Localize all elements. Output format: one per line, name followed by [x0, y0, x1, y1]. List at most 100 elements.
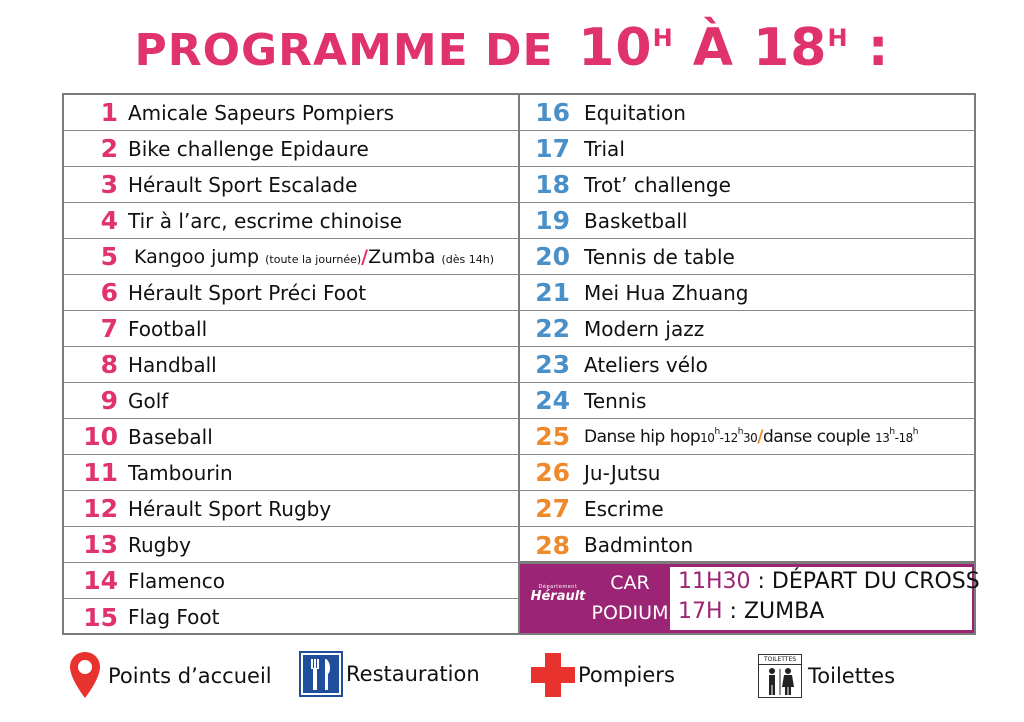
time-sup: h: [714, 426, 720, 437]
time-sup: h: [912, 426, 919, 437]
table-row: 13 Rugby: [64, 527, 518, 563]
item-number: 20: [535, 242, 570, 271]
item-number: 25: [535, 422, 570, 451]
table-row: 14 Flamenco: [64, 563, 518, 599]
item-label: Ju-Jutsu: [584, 460, 661, 485]
time-part: -18: [894, 430, 914, 445]
legend-pompiers-label: Pompiers: [578, 663, 675, 687]
table-row: 18 Trot’ challenge: [520, 167, 974, 203]
title-start-sup: H: [652, 24, 674, 52]
item-number: 14: [83, 566, 118, 595]
table-row: 16 Equitation: [520, 95, 974, 131]
item-number: 9: [100, 386, 118, 415]
table-row: 23 Ateliers vélo: [520, 347, 974, 383]
legend-accueil: Points d’accueil: [68, 650, 272, 702]
table-row: 10 Baseball: [64, 419, 518, 455]
kangoo-note: (toute la journée): [265, 252, 362, 266]
couple-time: 13h-18h: [875, 427, 918, 445]
herault-logo: Département Hérault: [528, 584, 588, 604]
car-podium-panel: Département Hérault CAR PODIUM 11H30 : D…: [518, 562, 980, 635]
table-row: 9 Golf: [64, 383, 518, 419]
item-number: 15: [83, 602, 118, 632]
toilet-sign-icon: TOILETTES: [758, 654, 802, 698]
item-number: 26: [535, 458, 570, 487]
separator-slash: /: [757, 426, 763, 447]
table-row: 2 Bike challenge Epidaure: [64, 131, 518, 167]
table-row: 6 Hérault Sport Préci Foot: [64, 275, 518, 311]
item-label: Golf: [128, 388, 169, 413]
item-number: 27: [535, 494, 570, 523]
table-row: 17 Trial: [520, 131, 974, 167]
table-row: 24 Tennis: [520, 383, 974, 419]
item-label: Flag Foot: [128, 605, 220, 629]
item-label: Flamenco: [128, 568, 226, 593]
time-part: 30: [743, 430, 758, 445]
table-row: 8 Handball: [64, 347, 518, 383]
podium-label: PODIUM: [591, 602, 669, 624]
legend-toilettes-label: Toilettes: [808, 664, 896, 688]
item-number: 2: [100, 134, 118, 163]
legend-restauration-label: Restauration: [346, 662, 480, 686]
item-number: 4: [100, 206, 118, 235]
page-title: PROGRAMME DE 10H À 18H :: [0, 18, 1024, 78]
item-number: 7: [100, 314, 118, 343]
item-number: 18: [535, 170, 570, 199]
kangoo-label: Kangoo jump: [134, 245, 260, 268]
event-text: : ZUMBA: [722, 599, 825, 624]
title-end: 18: [753, 18, 828, 78]
item-label: Hérault Sport Escalade: [128, 172, 358, 197]
legend-pompiers: Pompiers: [530, 652, 675, 698]
hiphop-label: Danse hip hop: [584, 426, 701, 447]
table-row: 22 Modern jazz: [520, 311, 974, 347]
title-colon: :: [867, 18, 890, 78]
item-number: 21: [535, 278, 570, 307]
item-label: Rugby: [128, 532, 191, 557]
item-number: 11: [83, 458, 118, 487]
item-label: Handball: [128, 352, 217, 377]
red-cross-icon: [531, 653, 575, 697]
item-number: 28: [535, 530, 570, 560]
right-activity-table: 16 Equitation 17 Trial 18 Trot’ challenge 1…: [518, 93, 976, 563]
table-row: 7 Football: [64, 311, 518, 347]
item-label: Mei Hua Zhuang: [584, 280, 749, 305]
item-number: 22: [535, 314, 570, 343]
item-number: 3: [100, 170, 118, 199]
item-label: Amicale Sapeurs Pompiers: [128, 100, 395, 125]
item-number: 17: [535, 134, 570, 163]
table-row: 1 Amicale Sapeurs Pompiers: [64, 95, 518, 131]
man-woman-icon: [769, 668, 794, 695]
item-label: Tennis de table: [584, 244, 735, 269]
time-sup: h: [737, 426, 744, 437]
item-label: Trot’ challenge: [584, 172, 731, 197]
event-text: : DÉPART DU CROSS: [750, 569, 980, 594]
item-number: 13: [83, 530, 118, 559]
title-start: 10: [578, 18, 653, 78]
table-row: 20 Tennis de table: [520, 239, 974, 275]
title-hours: 10H À 18H :: [578, 18, 889, 78]
title-prefix: PROGRAMME DE: [134, 25, 554, 76]
table-row: 4 Tir à l’arc, escrime chinoise: [64, 203, 518, 239]
time-part: 10: [700, 430, 715, 445]
item-label: Baseball: [128, 424, 213, 449]
item-number: 12: [83, 494, 118, 523]
left-activity-table: 1 Amicale Sapeurs Pompiers 2 Bike challeng…: [62, 93, 520, 635]
item-number: 6: [100, 278, 118, 307]
car-podium-label: CAR PODIUM: [590, 568, 670, 628]
podium-event: 11H30 : DÉPART DU CROSS: [678, 567, 980, 597]
legend: Points d’accueil Restauration Pompiers T…: [0, 650, 1024, 720]
zumba-label: Zumba: [368, 245, 436, 268]
logo-department: Département: [538, 584, 578, 590]
item-label: Escrime: [584, 496, 664, 521]
podium-event: 17H : ZUMBA: [678, 597, 972, 627]
table-row: 3 Hérault Sport Escalade: [64, 167, 518, 203]
item-label: Danse hip hop10h-12h30/danse couple 13h-…: [584, 427, 918, 447]
item-label: Kangoo jump (toute la journée)/Zumba (dè…: [134, 246, 494, 268]
hiphop-time: 10h-12h30: [700, 427, 758, 445]
item-label: Basketball: [584, 208, 688, 233]
table-row: 26 Ju-Jutsu: [520, 455, 974, 491]
item-number: 1: [100, 98, 118, 127]
map-pin-icon: [70, 652, 100, 698]
table-row: 25 Danse hip hop10h-12h30/danse couple 13…: [520, 419, 974, 455]
title-end-sup: H: [827, 24, 849, 52]
item-number: 16: [535, 98, 570, 127]
